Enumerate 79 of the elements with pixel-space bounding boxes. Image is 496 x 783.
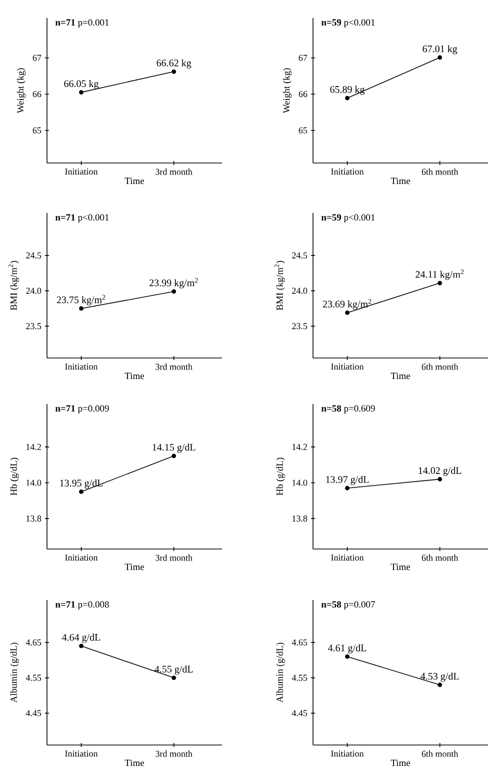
annotation: n=71 p=0.008 bbox=[55, 601, 109, 610]
y-axis-title: Albumin (g/dL) bbox=[10, 642, 19, 703]
y-tick-label: 4.55 bbox=[292, 674, 308, 681]
y-tick-label: 66 bbox=[32, 91, 42, 98]
y-tick-label: 24.5 bbox=[292, 252, 308, 258]
x-tick-label: 6th month bbox=[422, 554, 458, 561]
y-tick-label: 14.2 bbox=[292, 444, 307, 450]
data-label: 4.61 g/dL bbox=[328, 644, 366, 654]
y-tick-label: 67 bbox=[298, 54, 308, 61]
y-tick-label: 4.65 bbox=[292, 639, 308, 646]
data-label: 66.05 kg bbox=[64, 80, 99, 90]
y-axis-title: Weight (kg) bbox=[16, 68, 26, 114]
data-label: 23.99 kg/m$^{2}$ bbox=[150, 278, 198, 288]
x-axis-title: Time bbox=[390, 564, 410, 570]
x-tick-label: Initiation bbox=[65, 554, 98, 561]
data-label: 23.69 kg/m$^{2}$ bbox=[322, 299, 372, 310]
y-tick-label: 24.5 bbox=[26, 252, 42, 258]
data-label: 4.55 g/dL bbox=[154, 665, 193, 675]
x-axis-title: Time bbox=[124, 372, 144, 380]
x-tick-label: 3rd month bbox=[156, 364, 192, 370]
y-tick-label: 65 bbox=[32, 127, 42, 134]
y-tick-label: 67 bbox=[32, 54, 42, 61]
y-axis-title: Albumin (g/dL) bbox=[276, 642, 285, 703]
y-tick-label: 4.45 bbox=[26, 710, 42, 716]
x-tick-label: 3rd month bbox=[156, 750, 192, 757]
y-tick-label: 65 bbox=[298, 127, 308, 134]
x-tick-label: 3rd month bbox=[156, 554, 192, 561]
data-label: 23.75 kg/m$^{2}$ bbox=[56, 294, 106, 306]
y-axis-title: BMI (kg/m$^{2}$) bbox=[274, 260, 285, 310]
annotation: n=71 p=0.009 bbox=[55, 405, 109, 414]
y-tick-label: 4.45 bbox=[292, 710, 308, 716]
x-tick-label: 3rd month bbox=[156, 168, 192, 175]
x-axis-title: Time bbox=[124, 760, 144, 766]
y-tick-label: 66 bbox=[298, 91, 308, 98]
y-tick-label: 14.0 bbox=[292, 480, 308, 486]
y-tick-label: 4.65 bbox=[26, 639, 42, 646]
data-label: 13.97 g/dL bbox=[326, 476, 369, 485]
data-label: 66.62 kg bbox=[156, 59, 192, 68]
x-axis-title: Time bbox=[124, 564, 144, 570]
annotation: n=58 p=0.007 bbox=[321, 601, 375, 610]
x-tick-label: Initiation bbox=[331, 364, 364, 370]
x-tick-label: 6th month bbox=[422, 364, 458, 370]
annotation: n=71 p<0.001 bbox=[55, 214, 109, 223]
x-axis-title: Time bbox=[390, 760, 410, 766]
annotation: n=58 p=0.609 bbox=[321, 405, 375, 414]
y-axis-title: Hb (g/dL) bbox=[276, 458, 285, 496]
data-label: 4.53 g/dL bbox=[420, 672, 459, 682]
annotation: n=59 p<0.001 bbox=[321, 214, 375, 223]
y-axis-title: BMI (kg/m$^{2}$) bbox=[8, 260, 19, 310]
data-label: 4.64 g/dL bbox=[62, 634, 100, 643]
data-label: 14.15 g/dL bbox=[152, 444, 196, 453]
data-label: 13.95 g/dL bbox=[60, 479, 103, 489]
data-label: 67.01 kg bbox=[422, 45, 458, 54]
y-tick-label: 13.8 bbox=[292, 515, 308, 522]
y-tick-label: 23.5 bbox=[292, 323, 308, 330]
y-tick-label: 4.55 bbox=[26, 674, 42, 681]
x-tick-label: Initiation bbox=[65, 750, 98, 757]
x-tick-label: Initiation bbox=[65, 364, 98, 370]
annotation: n=71 p=0.001 bbox=[55, 19, 109, 28]
data-label: 14.02 g/dL bbox=[418, 466, 462, 476]
x-tick-label: Initiation bbox=[331, 750, 364, 757]
y-tick-label: 23.5 bbox=[26, 323, 42, 330]
y-tick-label: 13.8 bbox=[26, 515, 42, 522]
y-axis-title: Weight (kg) bbox=[282, 68, 292, 114]
annotation: n=59 p<0.001 bbox=[321, 19, 375, 28]
y-tick-label: 24.0 bbox=[26, 288, 42, 294]
x-axis-title: Time bbox=[124, 178, 144, 184]
x-axis-title: Time bbox=[390, 372, 410, 380]
x-tick-label: 6th month bbox=[422, 168, 458, 175]
y-tick-label: 24.0 bbox=[292, 288, 308, 294]
y-tick-label: 14.0 bbox=[26, 480, 42, 486]
data-label: 24.11 kg/m$^{2}$ bbox=[416, 269, 464, 280]
x-tick-label: Initiation bbox=[331, 168, 364, 175]
x-tick-label: Initiation bbox=[65, 168, 98, 175]
x-tick-label: Initiation bbox=[331, 554, 364, 561]
x-tick-label: 6th month bbox=[422, 750, 458, 757]
y-tick-label: 14.2 bbox=[26, 444, 41, 450]
y-axis-title: Hb (g/dL) bbox=[10, 458, 19, 496]
x-axis-title: Time bbox=[390, 178, 410, 184]
